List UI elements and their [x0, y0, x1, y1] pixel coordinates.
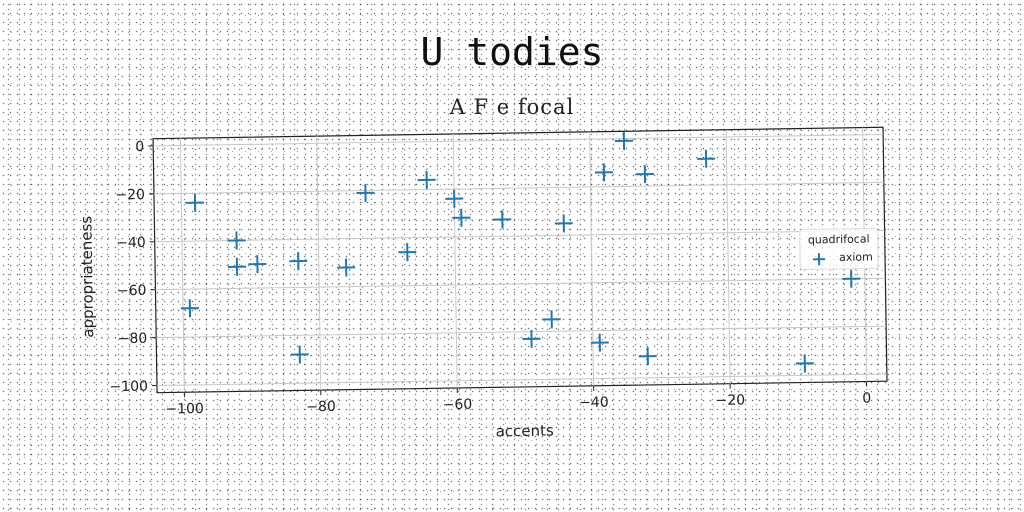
- data-point: [614, 131, 633, 150]
- data-point: [452, 208, 471, 227]
- x-axis: −100 −80 −60 −40 −20 0: [165, 381, 871, 418]
- data-point: [227, 257, 246, 276]
- y-tick-label: −80: [118, 331, 148, 347]
- data-point: [635, 165, 654, 184]
- data-point: [594, 163, 613, 182]
- x-tick-label: −60: [443, 397, 473, 413]
- data-point: [493, 210, 512, 229]
- legend-label: axiom: [839, 250, 873, 264]
- y-grid-line: [156, 373, 887, 386]
- y-tick-label: 0: [135, 139, 144, 155]
- data-point: [590, 333, 609, 352]
- data-point: [417, 170, 436, 189]
- plot-area: −100 −80 −60 −40 −20 0 0 −20 −40 −60 −80 −100 quad…: [77, 126, 888, 440]
- chart-subtitle: A F e focal: [449, 95, 575, 119]
- data-point: [842, 269, 861, 288]
- data-point: [522, 329, 541, 348]
- data-point: [180, 299, 199, 318]
- x-tick-label: −80: [306, 399, 336, 415]
- grid-lines: [153, 127, 887, 393]
- data-point: [227, 231, 246, 250]
- y-axis-label: appropriateness: [77, 216, 97, 338]
- x-tick-label: −20: [715, 392, 745, 408]
- data-point: [337, 258, 356, 277]
- y-tick-label: −20: [115, 187, 145, 203]
- data-point: [356, 183, 375, 202]
- x-tick-label: −100: [165, 401, 204, 418]
- y-grid-line: [153, 133, 884, 147]
- chart-title: U todies: [420, 30, 604, 74]
- x-axis-label: accents: [496, 421, 555, 440]
- legend-marker: [813, 253, 826, 266]
- data-point: [445, 189, 464, 208]
- data-point: [697, 149, 716, 168]
- data-point: [248, 255, 267, 274]
- data-point: [186, 193, 205, 212]
- x-tick-label: −40: [579, 395, 609, 411]
- y-tick-label: −100: [109, 379, 148, 396]
- y-grid-line: [155, 277, 886, 291]
- data-point: [554, 214, 573, 233]
- y-tick-label: −60: [117, 283, 147, 299]
- x-grid-line: [316, 136, 322, 391]
- x-tick-label: 0: [862, 390, 871, 406]
- x-grid-line: [452, 133, 458, 388]
- y-grid-line: [153, 181, 884, 195]
- x-grid-line: [589, 131, 595, 386]
- x-grid-line: [179, 138, 185, 393]
- plot-frame: [152, 126, 888, 394]
- data-point: [290, 345, 309, 364]
- data-point: [638, 347, 657, 366]
- y-axis: 0 −20 −40 −60 −80 −100: [109, 139, 157, 396]
- data-point: [795, 354, 814, 373]
- data-point: [289, 252, 308, 271]
- data-points: [180, 131, 861, 373]
- x-grid-line: [725, 129, 731, 384]
- legend: quadrifocal axiom: [799, 227, 879, 271]
- data-point: [542, 310, 561, 329]
- y-grid-line: [156, 325, 887, 339]
- data-point: [398, 243, 417, 262]
- legend-title: quadrifocal: [808, 232, 870, 246]
- y-tick-label: −40: [116, 235, 146, 251]
- y-grid-line: [154, 229, 885, 243]
